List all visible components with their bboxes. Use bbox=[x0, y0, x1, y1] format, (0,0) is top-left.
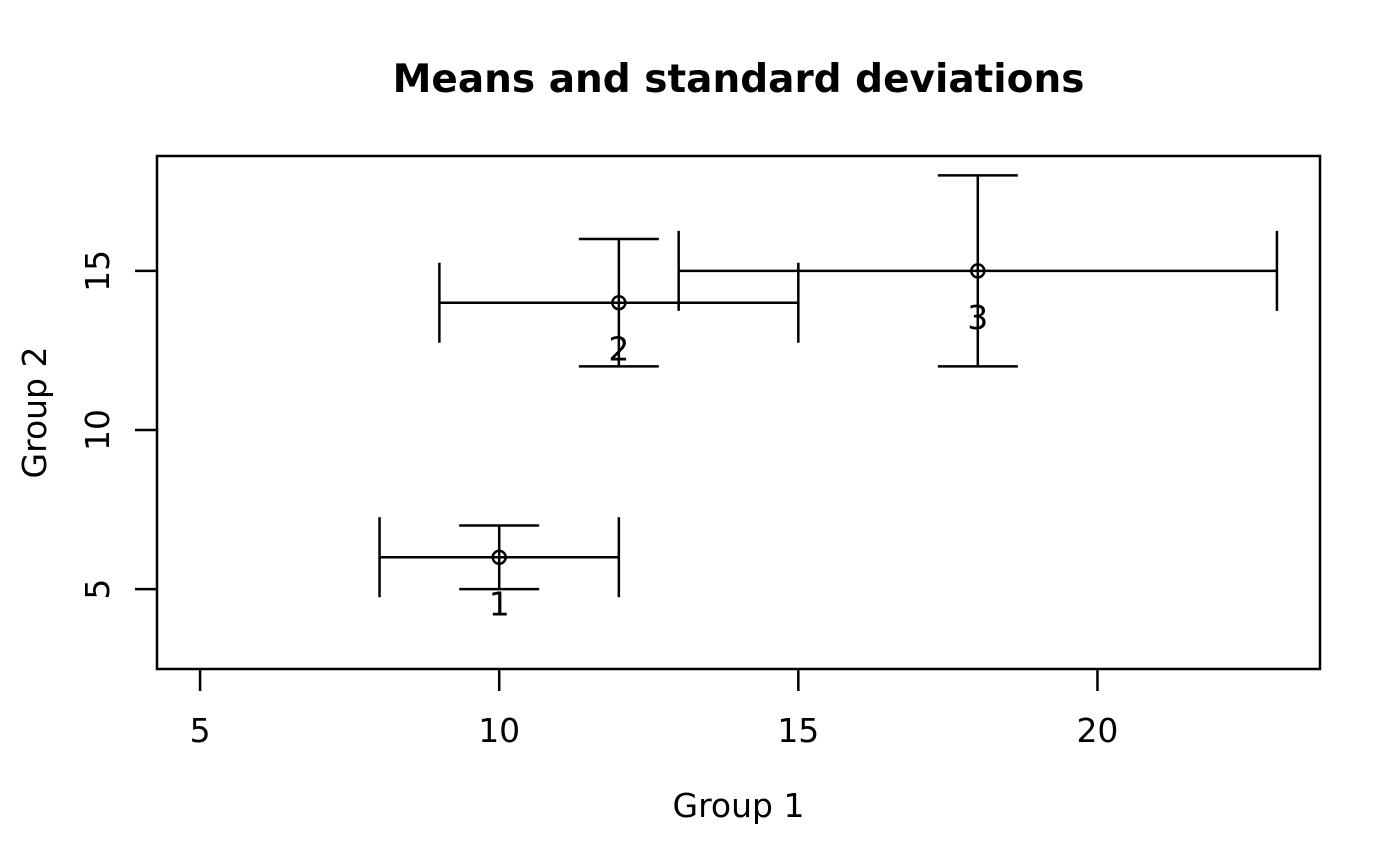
chart-title: Means and standard deviations bbox=[393, 57, 1085, 102]
plot-area-border bbox=[155, 154, 1322, 671]
y-tick-label: 15 bbox=[78, 250, 117, 292]
data-point-3: 3 bbox=[677, 174, 1279, 368]
x-tick-label: 15 bbox=[777, 711, 819, 750]
point-label: 1 bbox=[489, 584, 510, 623]
y-tick-label: 10 bbox=[78, 409, 117, 451]
point-marker bbox=[970, 263, 986, 279]
point-label: 3 bbox=[967, 298, 988, 337]
x-axis-label: Group 1 bbox=[673, 786, 805, 825]
point-marker bbox=[491, 549, 507, 566]
y-tick-label: 5 bbox=[78, 579, 117, 600]
data-point-1: 1 bbox=[378, 517, 621, 623]
y-axis-label: Group 2 bbox=[15, 347, 54, 479]
point-label: 2 bbox=[608, 330, 629, 369]
x-tick-label: 20 bbox=[1076, 711, 1118, 750]
data-point-2: 2 bbox=[438, 237, 800, 369]
x-tick-label: 5 bbox=[190, 711, 211, 750]
y-axis: 5 10 15 bbox=[78, 250, 157, 600]
x-tick-label: 10 bbox=[478, 711, 520, 750]
x-axis: 5 10 15 20 bbox=[190, 669, 1118, 750]
data-series: 1 2 3 bbox=[378, 174, 1279, 623]
point-marker bbox=[611, 294, 627, 311]
